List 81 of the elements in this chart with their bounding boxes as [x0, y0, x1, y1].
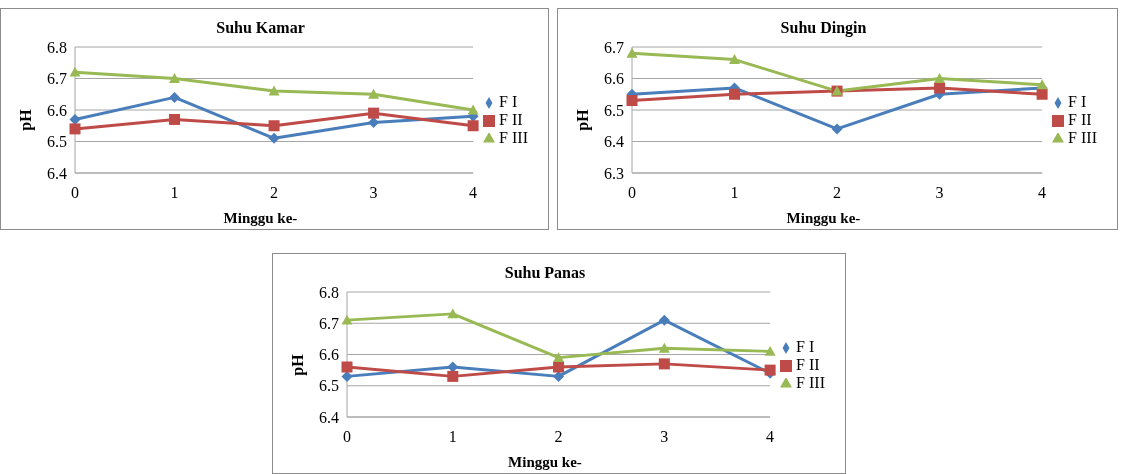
- point: [831, 123, 843, 135]
- chart-title: Suhu Panas: [503, 264, 587, 282]
- point: [447, 370, 459, 382]
- point: [553, 352, 565, 363]
- y-tick-label: 6.7: [604, 38, 624, 56]
- point: [934, 73, 946, 83]
- x-tick-label: 4: [1038, 184, 1047, 202]
- point: [368, 107, 380, 119]
- legend-label: F II: [499, 111, 523, 128]
- point: [69, 113, 81, 125]
- point: [169, 113, 181, 125]
- point: [341, 314, 353, 325]
- chart-title: Suhu Dingin: [779, 19, 868, 37]
- point: [626, 95, 638, 107]
- y-axis-title: pH: [16, 109, 35, 131]
- x-tick-label: 4: [766, 428, 775, 446]
- x-tick-label: 0: [343, 428, 351, 446]
- legend-label: F III: [796, 373, 825, 391]
- x-tick-label: 1: [170, 184, 179, 202]
- point: [169, 73, 181, 83]
- point: [368, 117, 380, 129]
- x-axis-title: Minggu ke-: [785, 210, 862, 227]
- legend-label: F III: [499, 129, 528, 146]
- x-tick-label: 0: [71, 184, 79, 202]
- point: [69, 66, 81, 77]
- point: [658, 358, 670, 370]
- y-axis-title: pH: [288, 353, 307, 376]
- point: [268, 85, 280, 96]
- point: [341, 361, 353, 373]
- x-tick-label: 2: [270, 184, 279, 202]
- point: [1036, 88, 1048, 100]
- x-tick-label: 3: [660, 428, 669, 446]
- legend-label: F I: [796, 337, 815, 355]
- y-tick-label: 6.6: [47, 101, 67, 119]
- x-tick-label: 4: [469, 184, 478, 202]
- legend-label: F I: [1068, 93, 1087, 110]
- point: [368, 88, 380, 99]
- point: [729, 54, 741, 64]
- y-tick-label: 6.6: [604, 70, 624, 88]
- y-tick-label: 6.4: [604, 133, 624, 151]
- point: [658, 314, 670, 326]
- x-axis-title: Minggu ke-: [222, 210, 299, 227]
- y-tick-label: 6.7: [319, 314, 339, 332]
- legend-label: F III: [1068, 129, 1097, 146]
- legend-label: F II: [1068, 111, 1092, 128]
- legend-label: F II: [796, 355, 820, 373]
- y-tick-label: 6.5: [604, 101, 624, 119]
- y-tick-label: 6.4: [319, 408, 339, 426]
- legend-label: F I: [499, 93, 518, 110]
- y-tick-label: 6.6: [319, 346, 339, 364]
- x-tick-label: 1: [448, 428, 457, 446]
- y-tick-label: 6.7: [47, 70, 67, 88]
- x-axis-title: Minggu ke-: [507, 454, 583, 471]
- y-axis-title: pH: [573, 109, 592, 131]
- x-tick-label: 3: [935, 184, 944, 202]
- point: [1036, 79, 1048, 90]
- point: [169, 91, 181, 103]
- point: [467, 104, 479, 115]
- point: [658, 342, 670, 353]
- chart-title: Suhu Kamar: [215, 19, 306, 37]
- y-tick-label: 6.5: [319, 377, 339, 395]
- x-tick-label: 1: [730, 184, 739, 202]
- x-tick-label: 2: [554, 428, 563, 446]
- y-tick-label: 6.4: [47, 164, 67, 182]
- y-tick-label: 6.8: [47, 38, 67, 56]
- point: [69, 123, 81, 135]
- y-tick-label: 6.3: [604, 164, 624, 182]
- y-tick-label: 6.8: [319, 283, 339, 301]
- point: [447, 308, 459, 319]
- x-tick-label: 0: [628, 184, 636, 202]
- point: [626, 47, 638, 58]
- x-tick-label: 3: [369, 184, 378, 202]
- y-tick-label: 6.5: [47, 133, 67, 151]
- point: [268, 120, 280, 132]
- point: [553, 361, 565, 373]
- x-tick-label: 2: [833, 184, 842, 202]
- point: [729, 88, 741, 100]
- point: [934, 82, 946, 94]
- point: [764, 345, 776, 356]
- point: [467, 120, 479, 132]
- point: [268, 132, 280, 144]
